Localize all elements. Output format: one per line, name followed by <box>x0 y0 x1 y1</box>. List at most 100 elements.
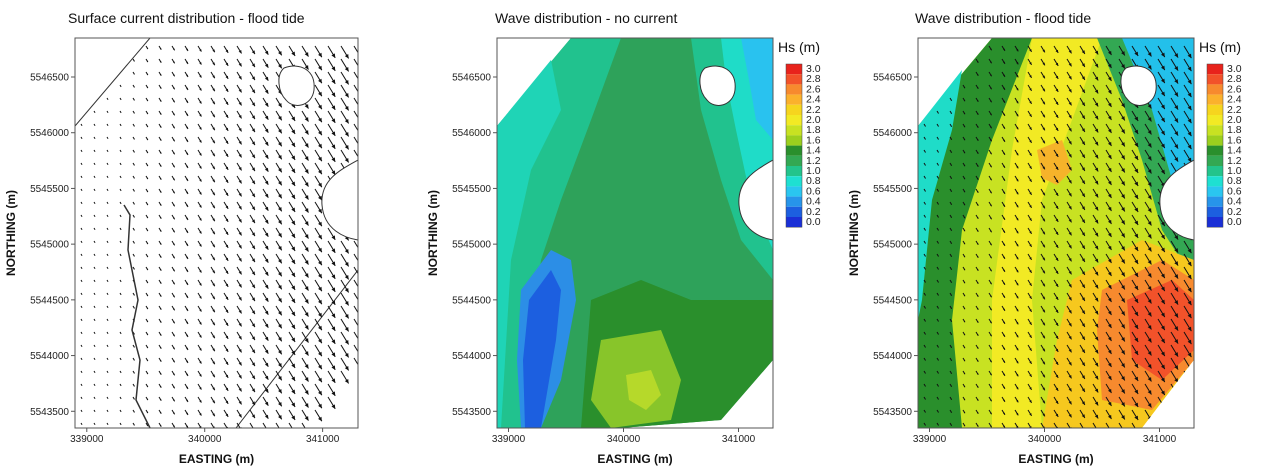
y-tick-label: 5546500 <box>30 73 69 84</box>
current-arrowhead <box>238 193 242 197</box>
current-arrowhead <box>358 120 362 124</box>
current-arrowhead <box>924 411 926 413</box>
current-arrowhead <box>344 80 349 85</box>
current-arrowhead <box>251 375 255 380</box>
current-arrowhead <box>1107 375 1112 380</box>
current-arrowhead <box>1187 118 1192 124</box>
current-arrowhead <box>1055 192 1059 196</box>
current-arrowhead <box>133 294 135 296</box>
current-arrowhead <box>1081 89 1085 93</box>
current-arrowhead <box>1147 273 1152 278</box>
current-arrowhead <box>937 268 939 270</box>
colorbar-title: Hs (m) <box>1199 39 1241 55</box>
current-arrowhead <box>1160 104 1165 110</box>
y-tick-label: 5544000 <box>30 351 69 362</box>
current-arrowhead <box>1042 205 1045 209</box>
current-arrowhead <box>989 269 992 272</box>
current-arrowhead <box>344 54 349 59</box>
current-arrowhead <box>304 312 309 317</box>
current-arrowhead <box>146 190 148 193</box>
current-arrowhead <box>1094 167 1099 172</box>
current-arrowhead <box>159 61 162 63</box>
current-arrowhead <box>1003 282 1005 285</box>
current-arrowhead <box>1055 101 1059 105</box>
current-arrowhead <box>358 263 362 267</box>
current-arrowhead <box>1081 310 1085 314</box>
current-arrowhead <box>358 250 362 254</box>
current-arrowhead <box>1094 115 1099 120</box>
current-arrowhead <box>1187 274 1192 280</box>
current-arrowhead <box>94 176 96 178</box>
current-arrowhead <box>238 115 242 119</box>
current-arrowhead <box>291 129 296 134</box>
current-arrowhead <box>1029 322 1032 325</box>
current-arrowhead <box>1042 101 1045 105</box>
current-arrowhead <box>1029 205 1032 208</box>
current-arrowhead <box>358 107 362 111</box>
current-arrowhead <box>94 189 96 191</box>
current-arrowhead <box>304 403 309 408</box>
current-arrowhead <box>251 414 255 419</box>
current-arrowhead <box>1187 248 1192 254</box>
current-arrowhead <box>344 132 349 137</box>
current-arrowhead <box>1055 75 1059 79</box>
current-arrowhead <box>212 348 215 352</box>
current-arrowhead <box>1147 260 1152 265</box>
current-arrowhead <box>1134 142 1139 148</box>
current-arrowhead <box>1003 217 1005 220</box>
current-arrowhead <box>1187 313 1192 319</box>
colorbar-swatch <box>1207 176 1223 187</box>
current-arrowhead <box>937 151 939 153</box>
current-arrowhead <box>278 51 282 56</box>
current-arrowhead <box>146 255 148 258</box>
current-arrowhead <box>172 282 175 285</box>
current-arrowhead <box>1174 53 1179 58</box>
colorbar-level: 1.2 <box>1227 155 1242 167</box>
current-arrowhead <box>924 216 926 218</box>
current-arrowhead <box>107 228 109 230</box>
current-arrowhead <box>1081 76 1085 80</box>
current-arrowhead <box>976 61 979 63</box>
current-arrowhead <box>251 323 255 328</box>
current-arrowhead <box>989 61 992 64</box>
current-arrowhead <box>1068 193 1072 197</box>
current-arrowhead <box>976 399 979 401</box>
colorbar-level: 3.0 <box>1227 63 1242 75</box>
current-arrowhead <box>1068 362 1072 366</box>
current-arrowhead <box>212 192 215 196</box>
current-arrowhead <box>212 387 215 391</box>
x-tick-label: 340000 <box>188 434 222 445</box>
current-arrowhead <box>94 254 96 256</box>
current-arrowhead <box>1068 206 1072 210</box>
current-arrowhead <box>251 89 255 94</box>
current-arrowhead <box>238 128 242 132</box>
current-arrowhead <box>146 398 148 401</box>
current-arrowhead <box>1174 92 1179 97</box>
current-arrowhead <box>1160 130 1165 136</box>
current-arrowhead <box>304 143 309 148</box>
current-arrowhead <box>94 293 96 295</box>
current-arrowhead <box>963 203 965 206</box>
current-arrowhead <box>1174 274 1179 279</box>
current-arrowhead <box>1134 194 1139 200</box>
current-arrowhead <box>976 308 979 310</box>
colorbar-level: 0.8 <box>806 175 821 187</box>
current-arrowhead <box>1042 413 1045 417</box>
current-arrowhead <box>199 374 202 377</box>
current-arrowhead <box>963 359 965 362</box>
panel-title: Wave distribution - no current <box>495 10 678 26</box>
current-arrowhead <box>81 306 83 308</box>
current-arrowhead <box>225 179 229 183</box>
current-arrowhead <box>94 345 96 347</box>
current-arrowhead <box>264 115 269 120</box>
current-arrowhead <box>81 228 83 230</box>
current-arrowhead <box>976 217 979 219</box>
current-arrowhead <box>159 152 162 154</box>
current-arrowhead <box>1134 259 1139 265</box>
current-arrowhead <box>199 257 202 260</box>
current-arrowhead <box>172 48 175 51</box>
current-arrowhead <box>331 92 336 97</box>
current-arrowhead <box>199 62 202 65</box>
current-arrowhead <box>120 176 122 178</box>
current-arrowhead <box>937 333 939 335</box>
